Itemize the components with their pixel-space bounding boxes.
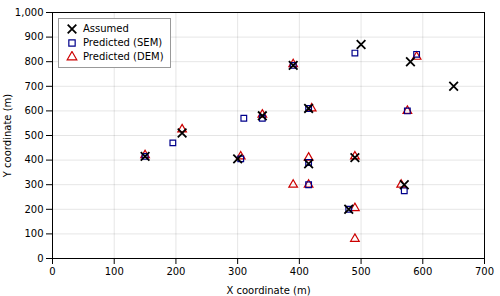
svg-text:700: 700 xyxy=(24,81,43,92)
svg-text:800: 800 xyxy=(24,56,43,67)
svg-text:Y coordinate (m): Y coordinate (m) xyxy=(2,94,13,178)
svg-text:400: 400 xyxy=(290,266,309,277)
svg-text:500: 500 xyxy=(24,130,43,141)
svg-text:200: 200 xyxy=(166,266,185,277)
svg-text:600: 600 xyxy=(413,266,432,277)
svg-text:X coordinate (m): X coordinate (m) xyxy=(226,285,310,296)
svg-text:1,000: 1,000 xyxy=(15,7,44,18)
svg-text:400: 400 xyxy=(24,154,43,165)
svg-text:300: 300 xyxy=(228,266,247,277)
svg-text:100: 100 xyxy=(24,228,43,239)
svg-text:0: 0 xyxy=(49,266,55,277)
svg-text:300: 300 xyxy=(24,179,43,190)
svg-text:100: 100 xyxy=(105,266,124,277)
svg-text:600: 600 xyxy=(24,105,43,116)
html-text:Predicted (DEM): Predicted (DEM) xyxy=(83,51,164,62)
svg-text:900: 900 xyxy=(24,31,43,42)
svg-text:0: 0 xyxy=(37,253,43,264)
svg-text:700: 700 xyxy=(475,266,494,277)
svg-text:500: 500 xyxy=(352,266,371,277)
html-text:Predicted (SEM): Predicted (SEM) xyxy=(83,37,163,48)
html-text:Assumed: Assumed xyxy=(83,23,129,34)
svg-text:200: 200 xyxy=(24,204,43,215)
